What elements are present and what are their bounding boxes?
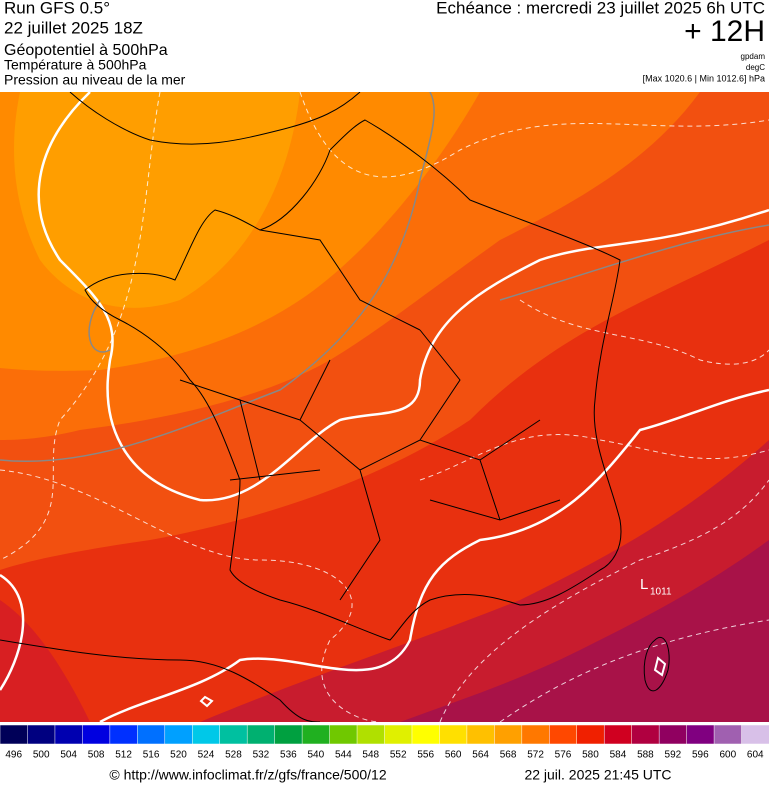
colorbar-swatch	[658, 724, 688, 745]
colorbar-swatch	[274, 724, 303, 745]
field-label: Température à 500hPa	[4, 57, 147, 73]
field-label: Pression au niveau de la mer	[4, 72, 186, 88]
colorbar-swatch	[192, 724, 221, 745]
field-fill	[400, 540, 769, 722]
colorbar-swatch	[54, 724, 84, 745]
colorbar-label: 524	[198, 750, 215, 761]
colorbar-label: 552	[390, 750, 407, 761]
low-letter: L	[640, 576, 648, 593]
colorbar-label: 548	[362, 750, 379, 761]
colorbar-swatch	[246, 724, 276, 745]
colorbar-label: 560	[445, 750, 462, 761]
field-fill	[14, 92, 301, 308]
colorbar-label: 576	[555, 750, 572, 761]
colorbar-label: 600	[719, 750, 736, 761]
low-value: 1011	[650, 587, 672, 598]
field-label: Géopotentiel à 500hPa	[4, 42, 168, 59]
colorbar-label: 572	[527, 750, 544, 761]
colorbar-label: 528	[225, 750, 242, 761]
colorbar-label: 580	[582, 750, 599, 761]
valid-time: Echéance : mercredi 23 juillet 2025 6h U…	[436, 0, 765, 17]
colorbar-label: 532	[253, 750, 270, 761]
colorbar-swatch	[741, 724, 769, 745]
colorbar-swatch	[439, 724, 468, 745]
colorbar-swatch	[713, 724, 743, 745]
colorbar-swatch	[411, 724, 441, 745]
colorbar-label: 536	[280, 750, 297, 761]
colorbar-swatch	[686, 724, 715, 745]
colorbar-label: 588	[637, 750, 654, 761]
colorbar-swatch	[82, 724, 111, 745]
colorbar-label: 584	[610, 750, 627, 761]
colorbar-label: 604	[747, 750, 764, 761]
colorbar-swatch	[384, 724, 413, 745]
isohypse	[199, 656, 667, 708]
colorbar-swatch	[219, 724, 248, 745]
colorbar-label: 496	[5, 750, 22, 761]
colorbar-label: 540	[307, 750, 324, 761]
colorbar-label: 500	[33, 750, 50, 761]
colorbar-swatch	[603, 724, 633, 745]
colorbar-swatch	[521, 724, 551, 745]
colorbar-label: 516	[143, 750, 160, 761]
colorbar-swatch	[549, 724, 578, 745]
colorbar-swatch	[164, 724, 194, 745]
colorbar-label: 556	[417, 750, 434, 761]
colorbar-swatch	[329, 724, 358, 745]
isobar	[0, 92, 769, 462]
colorbar-swatch	[0, 724, 29, 745]
colorbar-swatch	[27, 724, 56, 745]
colorbar-swatch	[301, 724, 331, 745]
unit-label: gpdam	[741, 52, 766, 61]
colorbar-swatch	[631, 724, 660, 745]
colorbar: 496 500 504 508 512 516 520 524 528 532 536 540 544 5…	[0, 724, 769, 761]
colorbar-label: 568	[500, 750, 517, 761]
colorbar-swatch	[576, 724, 605, 745]
colorbar-label: 592	[665, 750, 682, 761]
run-date: 22 juillet 2025 18Z	[4, 18, 143, 37]
coastline	[0, 92, 670, 722]
colorbar-label: 564	[472, 750, 489, 761]
unit-label: degC	[746, 63, 765, 72]
colorbar-swatch	[137, 724, 166, 745]
colorbar-swatch	[356, 724, 386, 745]
source: © http://www.infoclimat.fr/z/gfs/france/…	[109, 767, 386, 783]
colorbar-swatch	[466, 724, 496, 745]
pressure-range: [Max 1020.6 | Min 1012.6] hPa	[643, 73, 765, 83]
colorbar-label: 504	[60, 750, 77, 761]
colorbar-swatch	[109, 724, 139, 745]
colorbar-label: 508	[88, 750, 105, 761]
colorbar-swatch	[494, 724, 523, 745]
colorbar-label: 544	[335, 750, 352, 761]
colorbar-label: 520	[170, 750, 187, 761]
isotherm	[0, 92, 769, 722]
lead-time: + 12H	[684, 15, 765, 48]
isohypse	[0, 92, 769, 722]
run-title: Run GFS 0.5°	[4, 0, 110, 17]
timestamp: 22 juil. 2025 21:45 UTC	[524, 767, 671, 783]
colorbar-label: 596	[692, 750, 709, 761]
map: L 1011	[0, 92, 769, 722]
colorbar-label: 512	[115, 750, 132, 761]
